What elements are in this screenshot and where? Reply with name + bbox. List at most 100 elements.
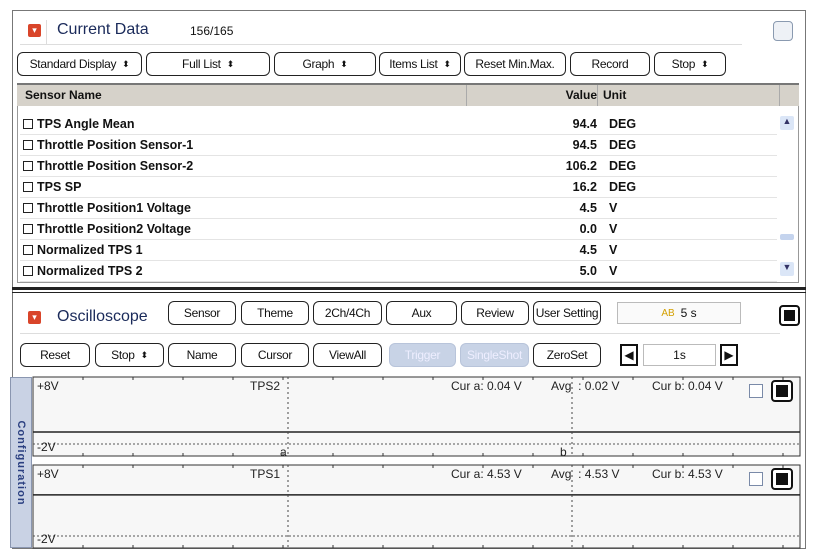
sensor-unit: DEG	[609, 138, 637, 152]
toolbar-button-0[interactable]: Standard Display ⬍	[17, 52, 142, 76]
row-checkbox[interactable]	[23, 245, 33, 255]
sensor-unit: V	[609, 222, 618, 236]
current-data-title: Current Data	[57, 21, 149, 38]
time-decrease-button[interactable]: ◀	[620, 344, 638, 366]
column-unit[interactable]: Unit	[603, 88, 627, 102]
scroll-up-icon[interactable]: ▲	[780, 116, 794, 130]
table-row[interactable]: Throttle Position Sensor-1 94.5 DEG	[20, 135, 777, 156]
toolbar-button-2[interactable]: Graph ⬍	[274, 52, 376, 76]
osc-button-theme[interactable]: Theme	[241, 301, 309, 325]
scroll-thumb[interactable]	[780, 234, 794, 240]
maximize-button[interactable]	[773, 21, 793, 41]
channel-color-button[interactable]	[771, 468, 793, 490]
button-label: Items List	[389, 57, 438, 71]
spinner-icon: ⬍	[443, 58, 452, 69]
row-checkbox[interactable]	[23, 119, 33, 129]
sensor-value: 106.2	[565, 159, 597, 173]
button-label: ViewAll	[328, 348, 367, 362]
time-div-field[interactable]: 1s	[643, 344, 716, 366]
osc-button-user-setting[interactable]: User Setting	[533, 301, 601, 325]
osc-button-aux[interactable]: Aux	[386, 301, 457, 325]
sensor-unit: V	[609, 201, 618, 215]
column-sensor-name[interactable]: Sensor Name	[25, 88, 102, 102]
channel-1-panel	[32, 376, 801, 457]
sensor-name: Throttle Position1 Voltage	[37, 201, 191, 215]
table-row[interactable]: TPS Angle Mean 94.4 DEG	[20, 114, 777, 135]
scroll-down-icon[interactable]: ▼	[780, 262, 794, 276]
toolbar-button-6[interactable]: Stop ⬍	[654, 52, 726, 76]
osc-button-2ch-4ch[interactable]: 2Ch/4Ch	[313, 301, 382, 325]
toolbar-button-5[interactable]: Record	[570, 52, 650, 76]
table-row[interactable]: Normalized TPS 2 5.0 V	[20, 261, 777, 282]
table-row[interactable]: Normalized TPS 1 4.5 V	[20, 240, 777, 261]
row-checkbox[interactable]	[23, 140, 33, 150]
table-row[interactable]: Throttle Position2 Voltage 0.0 V	[20, 219, 777, 240]
sensor-name: TPS Angle Mean	[37, 117, 135, 131]
sensor-name: Throttle Position Sensor-1	[37, 138, 194, 152]
button-label: Name	[186, 348, 218, 362]
osc-control-zeroset[interactable]: ZeroSet	[533, 343, 601, 367]
osc-button-review[interactable]: Review	[461, 301, 529, 325]
osc-button-sensor[interactable]: Sensor	[168, 301, 236, 325]
sensor-name: Throttle Position2 Voltage	[37, 222, 191, 236]
toolbar-button-1[interactable]: Full List ⬍	[146, 52, 270, 76]
channel-checkbox[interactable]	[749, 384, 763, 398]
button-label: Stop	[111, 348, 135, 362]
sensor-table	[17, 106, 799, 283]
button-label: Full List	[182, 57, 221, 71]
row-checkbox[interactable]	[23, 224, 33, 234]
row-checkbox[interactable]	[23, 161, 33, 171]
osc-control-viewall[interactable]: ViewAll	[313, 343, 382, 367]
button-label: Standard Display	[29, 57, 117, 71]
record-time: 5 s	[680, 306, 697, 320]
record-time-icon: AB	[661, 307, 675, 319]
cursor-b-label[interactable]: b	[560, 445, 567, 459]
item-count: 156/165	[190, 24, 234, 38]
row-checkbox[interactable]	[23, 182, 33, 192]
collapse-icon[interactable]: ▾	[28, 24, 41, 37]
channel-color-button[interactable]	[771, 380, 793, 402]
collapse-icon[interactable]: ▾	[28, 311, 41, 324]
cursor-b-value: Cur b: 0.04 V	[652, 379, 723, 393]
row-checkbox[interactable]	[23, 266, 33, 276]
time-increase-button[interactable]: ▶	[720, 344, 738, 366]
sensor-value: 5.0	[579, 264, 597, 278]
table-row[interactable]: TPS SP 16.2 DEG	[20, 177, 777, 198]
column-value[interactable]: Value	[565, 88, 597, 102]
sensor-name: Throttle Position Sensor-2	[37, 159, 194, 173]
bottom-scale-label: -2V	[37, 440, 56, 454]
sensor-name: Normalized TPS 2	[37, 264, 143, 278]
cursor-a-label[interactable]: a	[280, 445, 287, 459]
configuration-tab[interactable]: Configuration	[10, 377, 32, 548]
button-label: Trigger	[404, 348, 441, 362]
sensor-value: 0.0	[579, 222, 597, 236]
stop-square-button[interactable]	[779, 305, 800, 326]
osc-control-singleshot: SingleShot	[460, 343, 529, 367]
sensor-value: 4.5	[579, 243, 597, 257]
osc-control-name[interactable]: Name	[168, 343, 236, 367]
table-header: Sensor Name Value Unit	[17, 83, 799, 106]
button-label: SingleShot	[466, 348, 523, 362]
sensor-unit: V	[609, 243, 618, 257]
button-label: Stop	[671, 57, 696, 71]
table-row[interactable]: Throttle Position Sensor-2 106.2 DEG	[20, 156, 777, 177]
channel-checkbox[interactable]	[749, 472, 763, 486]
spinner-icon: ⬍	[226, 58, 235, 69]
table-row[interactable]: Throttle Position1 Voltage 4.5 V	[20, 198, 777, 219]
toolbar-button-3[interactable]: Items List ⬍	[379, 52, 461, 76]
scrollbar[interactable]: ▲ ▼	[779, 114, 795, 278]
splitter[interactable]	[12, 287, 806, 290]
spinner-icon: ⬍	[140, 349, 149, 360]
osc-control-reset[interactable]: Reset	[20, 343, 90, 367]
button-label: Reset Min.Max.	[475, 57, 555, 71]
channel-name: TPS2	[250, 379, 281, 393]
toolbar-button-4[interactable]: Reset Min.Max.	[464, 52, 566, 76]
osc-control-stop[interactable]: Stop ⬍	[95, 343, 164, 367]
sensor-name: Normalized TPS 1	[37, 243, 143, 257]
row-checkbox[interactable]	[23, 203, 33, 213]
osc-control-trigger: Trigger	[389, 343, 456, 367]
osc-control-cursor[interactable]: Cursor	[241, 343, 309, 367]
record-time-display: AB 5 s	[617, 302, 741, 324]
channel-name: TPS1	[250, 467, 281, 481]
